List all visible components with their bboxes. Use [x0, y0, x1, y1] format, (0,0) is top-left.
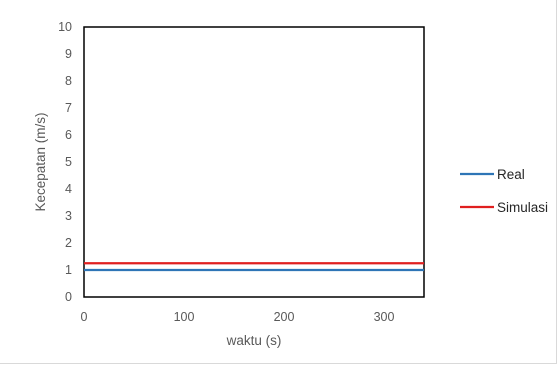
y-tick-label: 2 — [65, 236, 72, 250]
y-tick-label: 4 — [65, 182, 72, 196]
y-tick-label: 8 — [65, 74, 72, 88]
series-lines — [84, 262, 424, 272]
y-tick-label: 5 — [65, 155, 72, 169]
y-tick-label: 7 — [65, 101, 72, 115]
x-axis-title: waktu (s) — [226, 333, 282, 348]
y-tick-label: 9 — [65, 47, 72, 61]
x-tick-label: 200 — [274, 310, 295, 324]
legend-label-real: Real — [497, 167, 525, 182]
plot-area — [83, 26, 425, 298]
x-tick-label: 300 — [374, 310, 395, 324]
y-tick-label: 0 — [65, 290, 72, 304]
y-tick-labels: 0 1 2 3 4 5 6 7 8 9 10 — [58, 20, 72, 304]
x-tick-labels: 0 100 200 300 — [81, 310, 395, 324]
y-tick-label: 3 — [65, 209, 72, 223]
legend: Real Simulasi — [460, 167, 548, 215]
y-tick-label: 1 — [65, 263, 72, 277]
y-axis-title: Kecepatan (m/s) — [33, 112, 48, 211]
x-tick-label: 0 — [81, 310, 88, 324]
y-tick-label: 10 — [58, 20, 72, 34]
y-tick-label: 6 — [65, 128, 72, 142]
legend-label-simulasi: Simulasi — [497, 200, 548, 215]
x-tick-label: 100 — [174, 310, 195, 324]
